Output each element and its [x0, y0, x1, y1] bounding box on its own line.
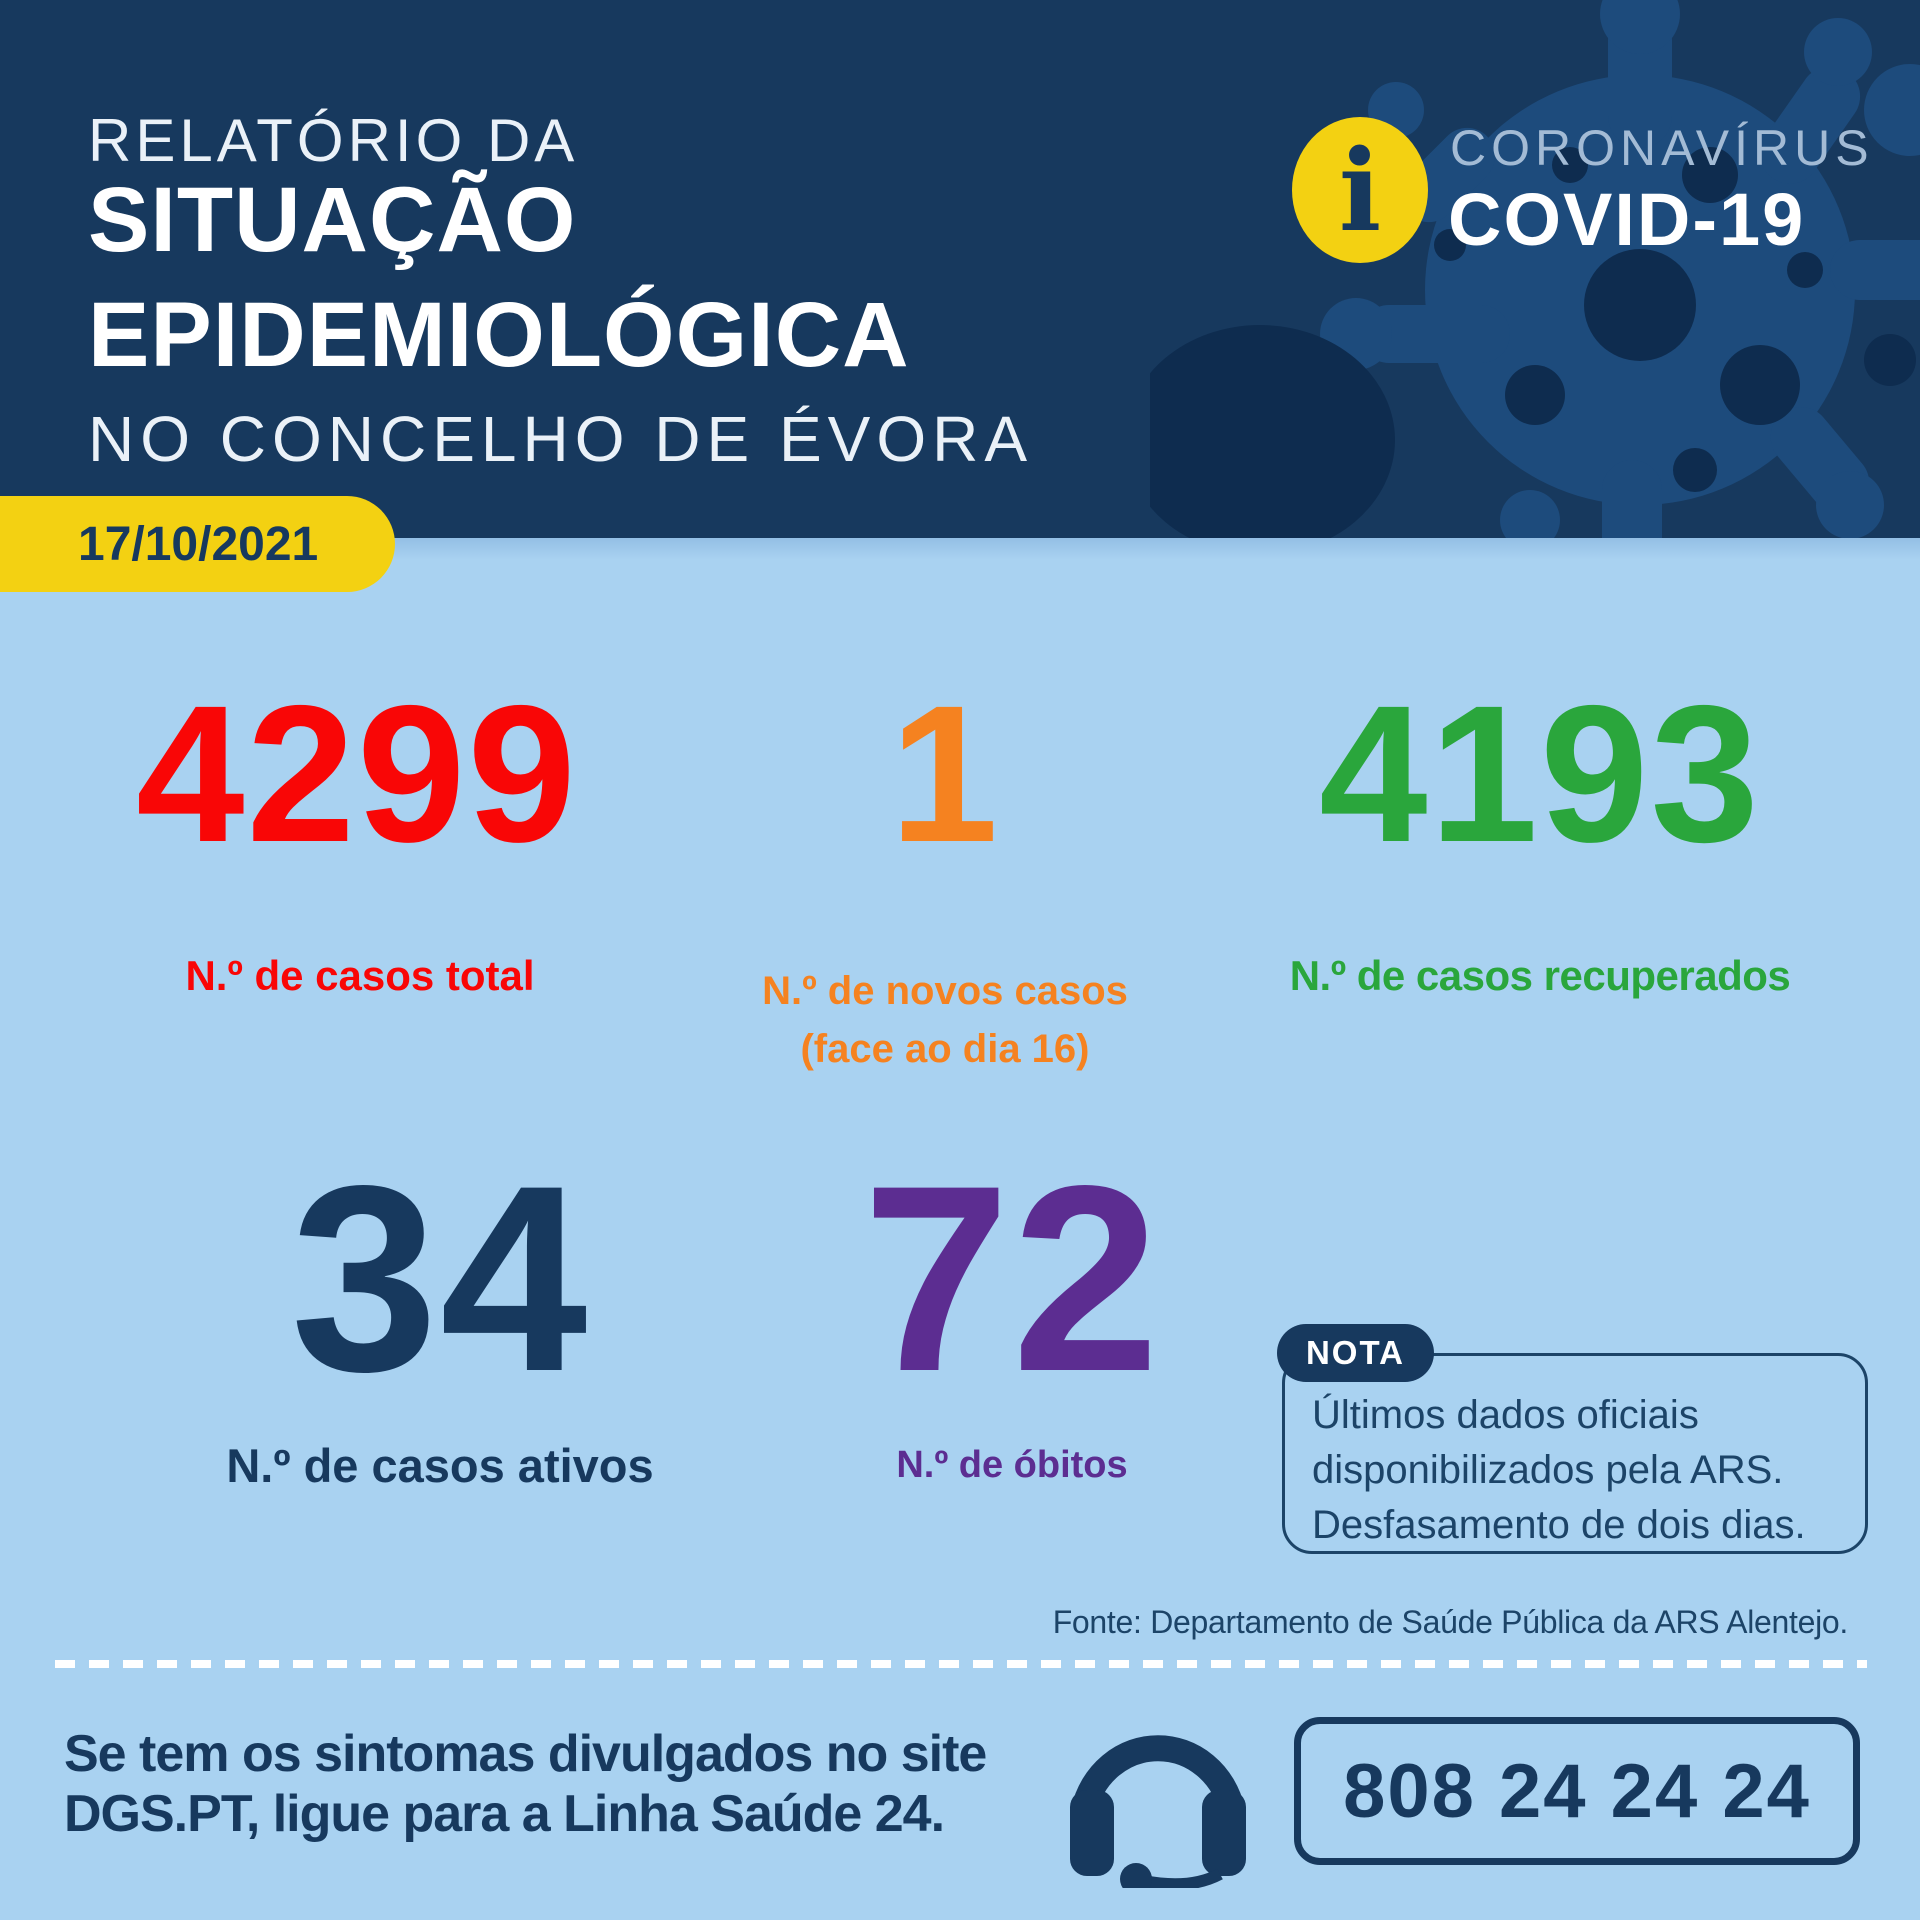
- headset-icon: [1070, 1735, 1246, 1888]
- header-shadow: [0, 538, 1920, 560]
- footer-message-line2: DGS.PT, ligue para a Linha Saúde 24.: [64, 1785, 945, 1843]
- note-tag-label: NOTA: [1305, 1334, 1406, 1371]
- stat-recovered-value: 4193: [1319, 665, 1761, 883]
- info-icon-glyph: i: [1338, 126, 1382, 257]
- date-badge: 17/10/2021: [0, 496, 395, 592]
- stat-new-cases-label-line1: N.º de novos casos: [762, 969, 1128, 1013]
- note-text-line3: Desfasamento de dois dias.: [1312, 1503, 1806, 1547]
- stat-new-cases-label: N.º de novos casos (face ao dia 16): [645, 962, 1245, 1078]
- date-badge-label: 17/10/2021: [78, 517, 319, 571]
- brand-coronavirus-label: CORONAVÍRUS: [1450, 120, 1874, 176]
- stat-active-label: N.º de casos ativos: [226, 1439, 654, 1492]
- dashed-divider: [55, 1660, 1867, 1668]
- note-text-line1: Últimos dados oficiais: [1312, 1393, 1699, 1437]
- title-line-4: NO CONCELHO DE ÉVORA: [88, 403, 1034, 475]
- source-line: Fonte: Departamento de Saúde Pública da …: [1052, 1604, 1849, 1640]
- stat-total-value: 4299: [136, 665, 578, 883]
- brand-covid19-label: COVID-19: [1448, 178, 1806, 261]
- phone-number-box: 808 24 24 24: [1294, 1717, 1860, 1865]
- note-text-line2: disponibilizados pela ARS.: [1312, 1448, 1784, 1492]
- title-line-3: EPIDEMIOLÓGICA: [88, 284, 910, 386]
- virus-pattern-icon: [1150, 0, 1920, 538]
- stat-deaths-value: 72: [862, 1131, 1162, 1427]
- info-icon: i: [1292, 117, 1428, 263]
- stat-deaths-label: N.º de óbitos: [896, 1444, 1128, 1486]
- footer-message: Se tem os sintomas divulgados no site DG…: [64, 1724, 987, 1844]
- note-text: Últimos dados oficiais disponibilizados …: [1312, 1388, 1806, 1553]
- stat-total-label: N.º de casos total: [185, 952, 535, 999]
- stat-recovered-label: N.º de casos recuperados: [1289, 952, 1791, 999]
- footer-message-line1: Se tem os sintomas divulgados no site: [64, 1725, 987, 1783]
- title-line-1: RELATÓRIO DA: [88, 107, 579, 174]
- header-band: RELATÓRIO DA SITUAÇÃO EPIDEMIOLÓGICA NO …: [0, 0, 1920, 538]
- note-tag: NOTA: [1277, 1324, 1434, 1382]
- phone-number: 808 24 24 24: [1343, 1748, 1811, 1834]
- stat-new-cases-value: 1: [889, 665, 1001, 883]
- stat-active-value: 34: [290, 1131, 590, 1427]
- stat-new-cases-label-line2: (face ao dia 16): [800, 1027, 1090, 1071]
- note-box: [1282, 1353, 1868, 1554]
- title-line-2: SITUAÇÃO: [88, 169, 577, 271]
